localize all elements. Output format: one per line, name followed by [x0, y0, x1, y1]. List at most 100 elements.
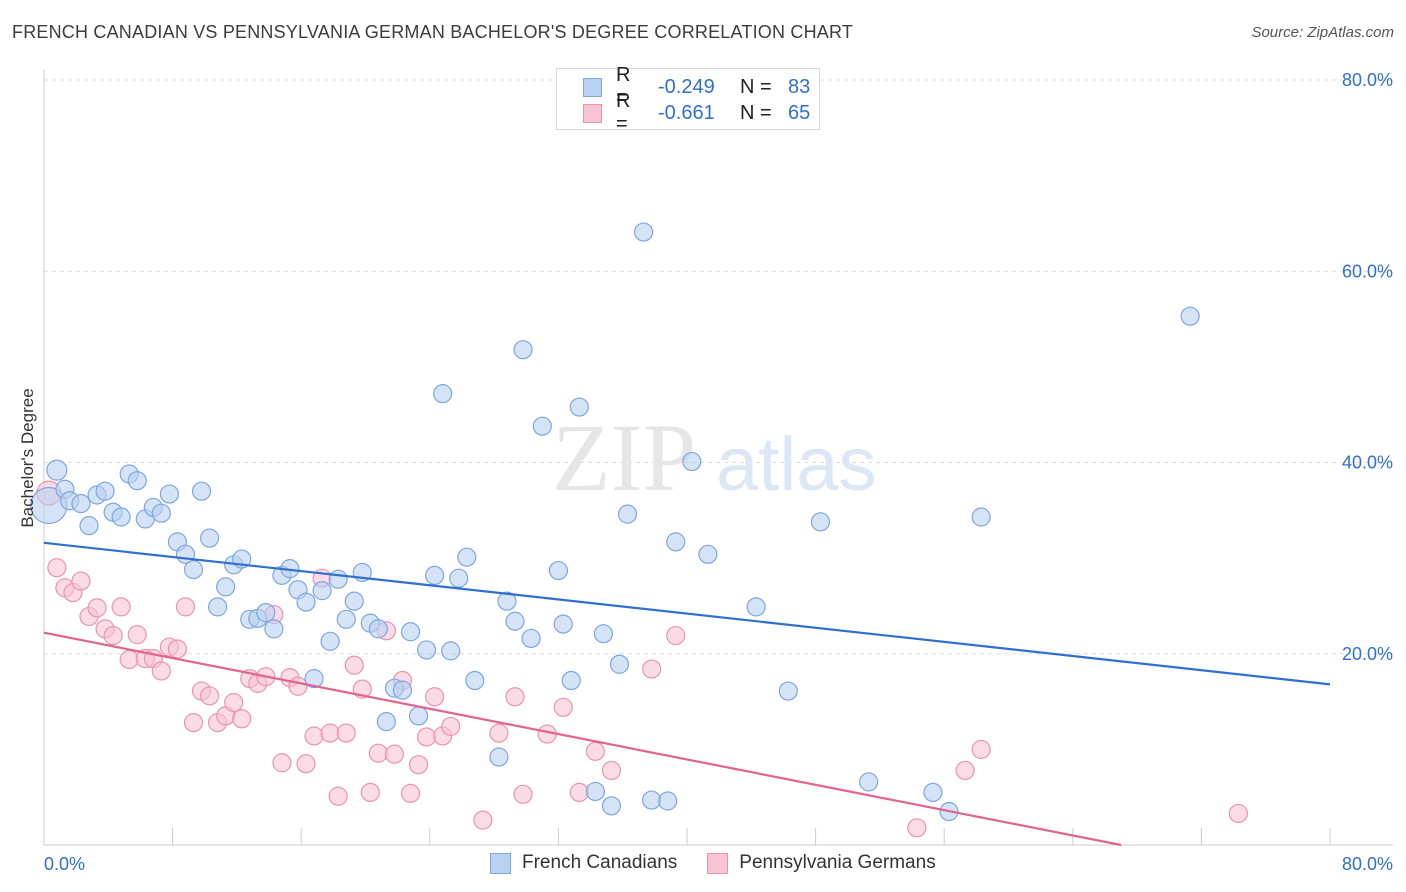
french-canadian-point: [408, 706, 429, 726]
pennsylvania-german-point: [505, 687, 525, 707]
french-canadian-point: [658, 791, 678, 811]
french-canadian-point: [971, 507, 991, 527]
pennsylvania-german-point: [87, 598, 107, 618]
pennsylvania-german-point: [1228, 803, 1248, 824]
french-canadian-point: [151, 503, 171, 523]
french-canadian-point: [489, 747, 509, 767]
x-tick-label: 0.0%: [44, 854, 85, 874]
pennsylvania-german-point: [119, 649, 139, 670]
pennsylvania-german-point: [47, 558, 67, 578]
french-canadian-point: [95, 481, 115, 501]
pennsylvania-german-point: [553, 697, 573, 717]
french-canadian-point: [183, 559, 204, 580]
french-canadian-point: [71, 494, 91, 514]
y-tick-label: 60.0%: [1342, 261, 1393, 281]
french-canadian-point: [457, 547, 477, 567]
french-canadian-point: [79, 516, 99, 536]
french-canadian-point: [532, 416, 552, 436]
french-canadian-point: [46, 459, 68, 481]
legend-swatch-blue: [490, 852, 511, 874]
french-canadian-point: [593, 624, 614, 644]
correlation-legend: R = -0.249 N = 83 R = -0.661 N = 65: [556, 64, 820, 135]
french-canadian-point: [441, 641, 461, 661]
pennsylvania-german-point: [232, 709, 252, 729]
y-tick-label: 40.0%: [1342, 453, 1393, 473]
pennsylvania-german-point: [296, 754, 316, 774]
trend-lines: [43, 541, 1331, 847]
series-french-canadians: [30, 222, 1200, 822]
legend-label: French Canadians: [522, 852, 678, 873]
french-canadian-point: [698, 544, 718, 564]
pennsylvania-german-point: [601, 760, 622, 781]
french-canadian-point: [609, 654, 630, 674]
source-label: Source: ZipAtlas.com: [1251, 24, 1394, 41]
french-canadian-point: [585, 781, 605, 802]
pennsylvania-german-point: [971, 739, 991, 759]
french-canadian-point: [336, 609, 356, 629]
pennsylvania-german-point: [416, 727, 437, 747]
french-canadian-point: [312, 581, 332, 601]
pennsylvania-german-point: [955, 760, 975, 781]
pennsylvania-german-point: [408, 755, 429, 775]
pennsylvania-german-point: [175, 597, 196, 617]
french-canadian-point: [465, 670, 485, 691]
pennsylvania-german-point: [320, 723, 340, 743]
legend-n-value: 83: [788, 75, 811, 98]
french-canadian-point: [127, 471, 147, 491]
watermark-zip: ZIP: [552, 404, 696, 511]
french-canadian-point: [216, 577, 236, 597]
x-tick-label: 80.0%: [1342, 854, 1393, 874]
french-canadian-point: [513, 340, 533, 360]
french-canadian-point: [416, 640, 437, 660]
french-canadian-point: [368, 619, 388, 639]
pennsylvania-german-point: [344, 655, 364, 675]
french-canadian-point: [553, 614, 573, 634]
french-canadian-point: [548, 560, 569, 581]
pennsylvania-german-point: [513, 784, 533, 804]
watermark: ZIP atlas: [552, 404, 877, 511]
french-canadian-point: [601, 796, 622, 816]
french-canadian-point: [256, 603, 276, 623]
legend-n-label: N =: [740, 75, 772, 98]
pennsylvania-german-point: [336, 723, 356, 743]
pennsylvania-german-point: [167, 639, 188, 659]
pennsylvania-german-point: [489, 723, 509, 743]
legend-swatch-blue: [583, 77, 602, 97]
french-canadian-point: [746, 597, 766, 617]
trend-line-french-canadians: [43, 541, 1331, 686]
legend-n-value: 65: [788, 101, 811, 124]
pennsylvania-german-point: [360, 782, 380, 803]
french-canadian-point: [923, 782, 943, 803]
series-legend: French Canadians Pennsylvania Germans: [490, 852, 966, 874]
pennsylvania-german-point: [272, 753, 292, 773]
y-axis-label: Bachelor's Degree: [18, 388, 37, 528]
french-canadian-point: [425, 565, 445, 585]
french-canadian-point: [859, 772, 879, 792]
french-canadian-point: [400, 622, 421, 642]
legend-n-label: N =: [740, 101, 772, 124]
french-canadian-point: [449, 568, 469, 588]
french-canadian-point: [810, 512, 831, 532]
french-canadian-point: [191, 481, 212, 501]
watermark-atlas: atlas: [716, 422, 877, 507]
french-canadian-point: [344, 591, 364, 611]
legend-row-pennsylvania-germans: R = -0.661 N = 65: [583, 90, 811, 135]
french-canadian-point: [264, 619, 284, 639]
pennsylvania-german-point: [288, 676, 308, 696]
pennsylvania-german-point: [103, 625, 123, 646]
french-canadian-point: [304, 669, 324, 689]
french-canadian-point: [561, 670, 581, 691]
pennsylvania-german-point: [224, 692, 244, 713]
pennsylvania-german-point: [368, 743, 388, 763]
pennsylvania-german-point: [384, 744, 405, 764]
french-canadian-point: [111, 507, 131, 527]
french-canadian-point: [633, 222, 654, 242]
french-canadian-point: [505, 611, 525, 631]
french-canadian-point: [376, 712, 396, 732]
pennsylvania-german-point: [473, 810, 493, 830]
french-canadian-point: [159, 484, 179, 504]
french-canadian-point: [497, 591, 517, 611]
legend-row-french-canadians: R = -0.249 N = 83: [583, 64, 811, 109]
pennsylvania-german-point: [151, 661, 171, 681]
